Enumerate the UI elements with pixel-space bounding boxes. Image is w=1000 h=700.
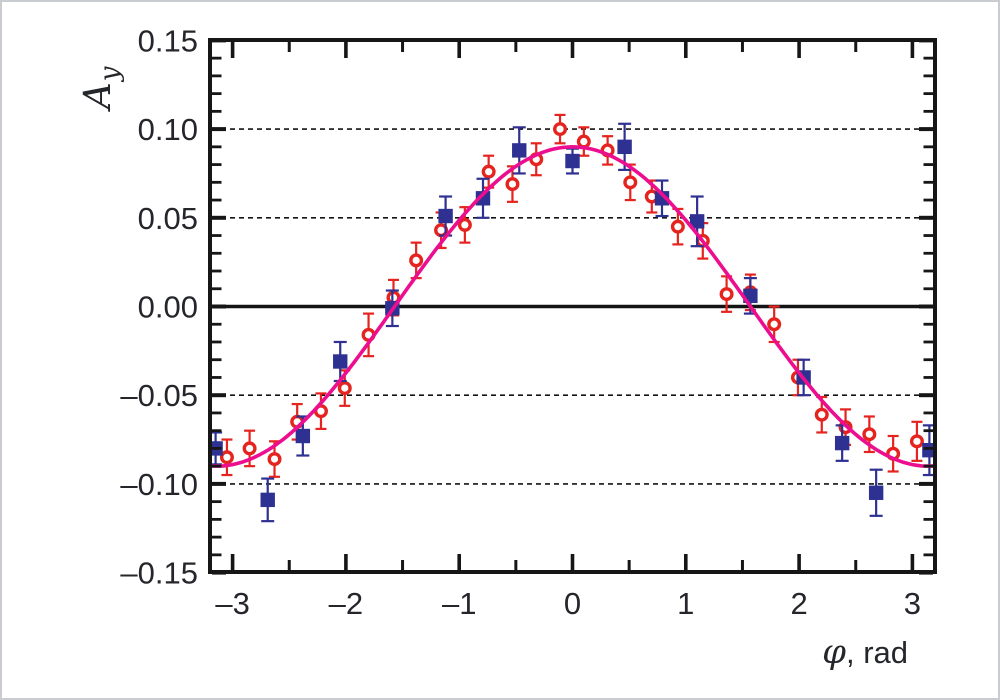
y-tick-label: 0.00 xyxy=(138,290,198,325)
x-tick-label: –1 xyxy=(442,586,476,621)
blue-square-point xyxy=(475,191,491,206)
blue-square-point xyxy=(295,428,311,444)
x-tick-label: 0 xyxy=(564,586,581,621)
y-tick-label: 0.05 xyxy=(138,201,198,236)
blue-square-point xyxy=(868,485,884,500)
blue-square-point xyxy=(260,492,275,508)
red-circle-point xyxy=(767,317,782,332)
x-tick-label: 2 xyxy=(790,586,807,621)
x-tick-label: 1 xyxy=(677,586,694,621)
red-circle-point xyxy=(505,177,520,192)
red-circle-point xyxy=(267,452,282,467)
blue-square-point xyxy=(617,139,632,155)
red-circle-point xyxy=(576,134,591,149)
red-circle-point xyxy=(719,287,734,302)
blue-square-point xyxy=(565,153,580,169)
y-tick-label: –0.05 xyxy=(120,378,198,413)
red-circle-point xyxy=(909,434,924,449)
y-tick-label: 0.10 xyxy=(138,112,198,147)
red-circle-point xyxy=(337,381,352,396)
x-tick-label: 3 xyxy=(904,586,921,621)
red-circle-point xyxy=(670,219,685,234)
blue-square-point xyxy=(333,354,348,369)
blue-square-point xyxy=(834,435,850,451)
red-circle-point xyxy=(457,217,472,232)
y-tick-label: –0.10 xyxy=(120,467,198,502)
y-axis-title: Ay xyxy=(76,66,125,112)
red-circle-point xyxy=(862,427,877,442)
red-circle-point xyxy=(242,441,257,456)
blue-square-point xyxy=(689,214,705,229)
red-circle-point xyxy=(623,175,638,190)
red-circle-point xyxy=(481,164,496,179)
x-tick-label: –2 xyxy=(329,586,363,621)
red-circle-point xyxy=(814,407,829,422)
plot-frame xyxy=(208,38,937,574)
blue-square-point xyxy=(922,442,937,458)
y-tick-label: –0.15 xyxy=(120,556,198,591)
red-circle-point xyxy=(409,253,424,268)
fit-curve xyxy=(210,144,935,468)
red-circle-point xyxy=(553,122,568,137)
blue-square-point xyxy=(438,208,453,224)
red-circle-point xyxy=(219,450,234,465)
x-tick-label: –3 xyxy=(215,586,249,621)
x-axis-title: φ, rad xyxy=(822,632,908,672)
y-tick-label: 0.15 xyxy=(138,23,198,58)
blue-square-point xyxy=(512,143,527,158)
blue-square-point xyxy=(654,191,670,206)
